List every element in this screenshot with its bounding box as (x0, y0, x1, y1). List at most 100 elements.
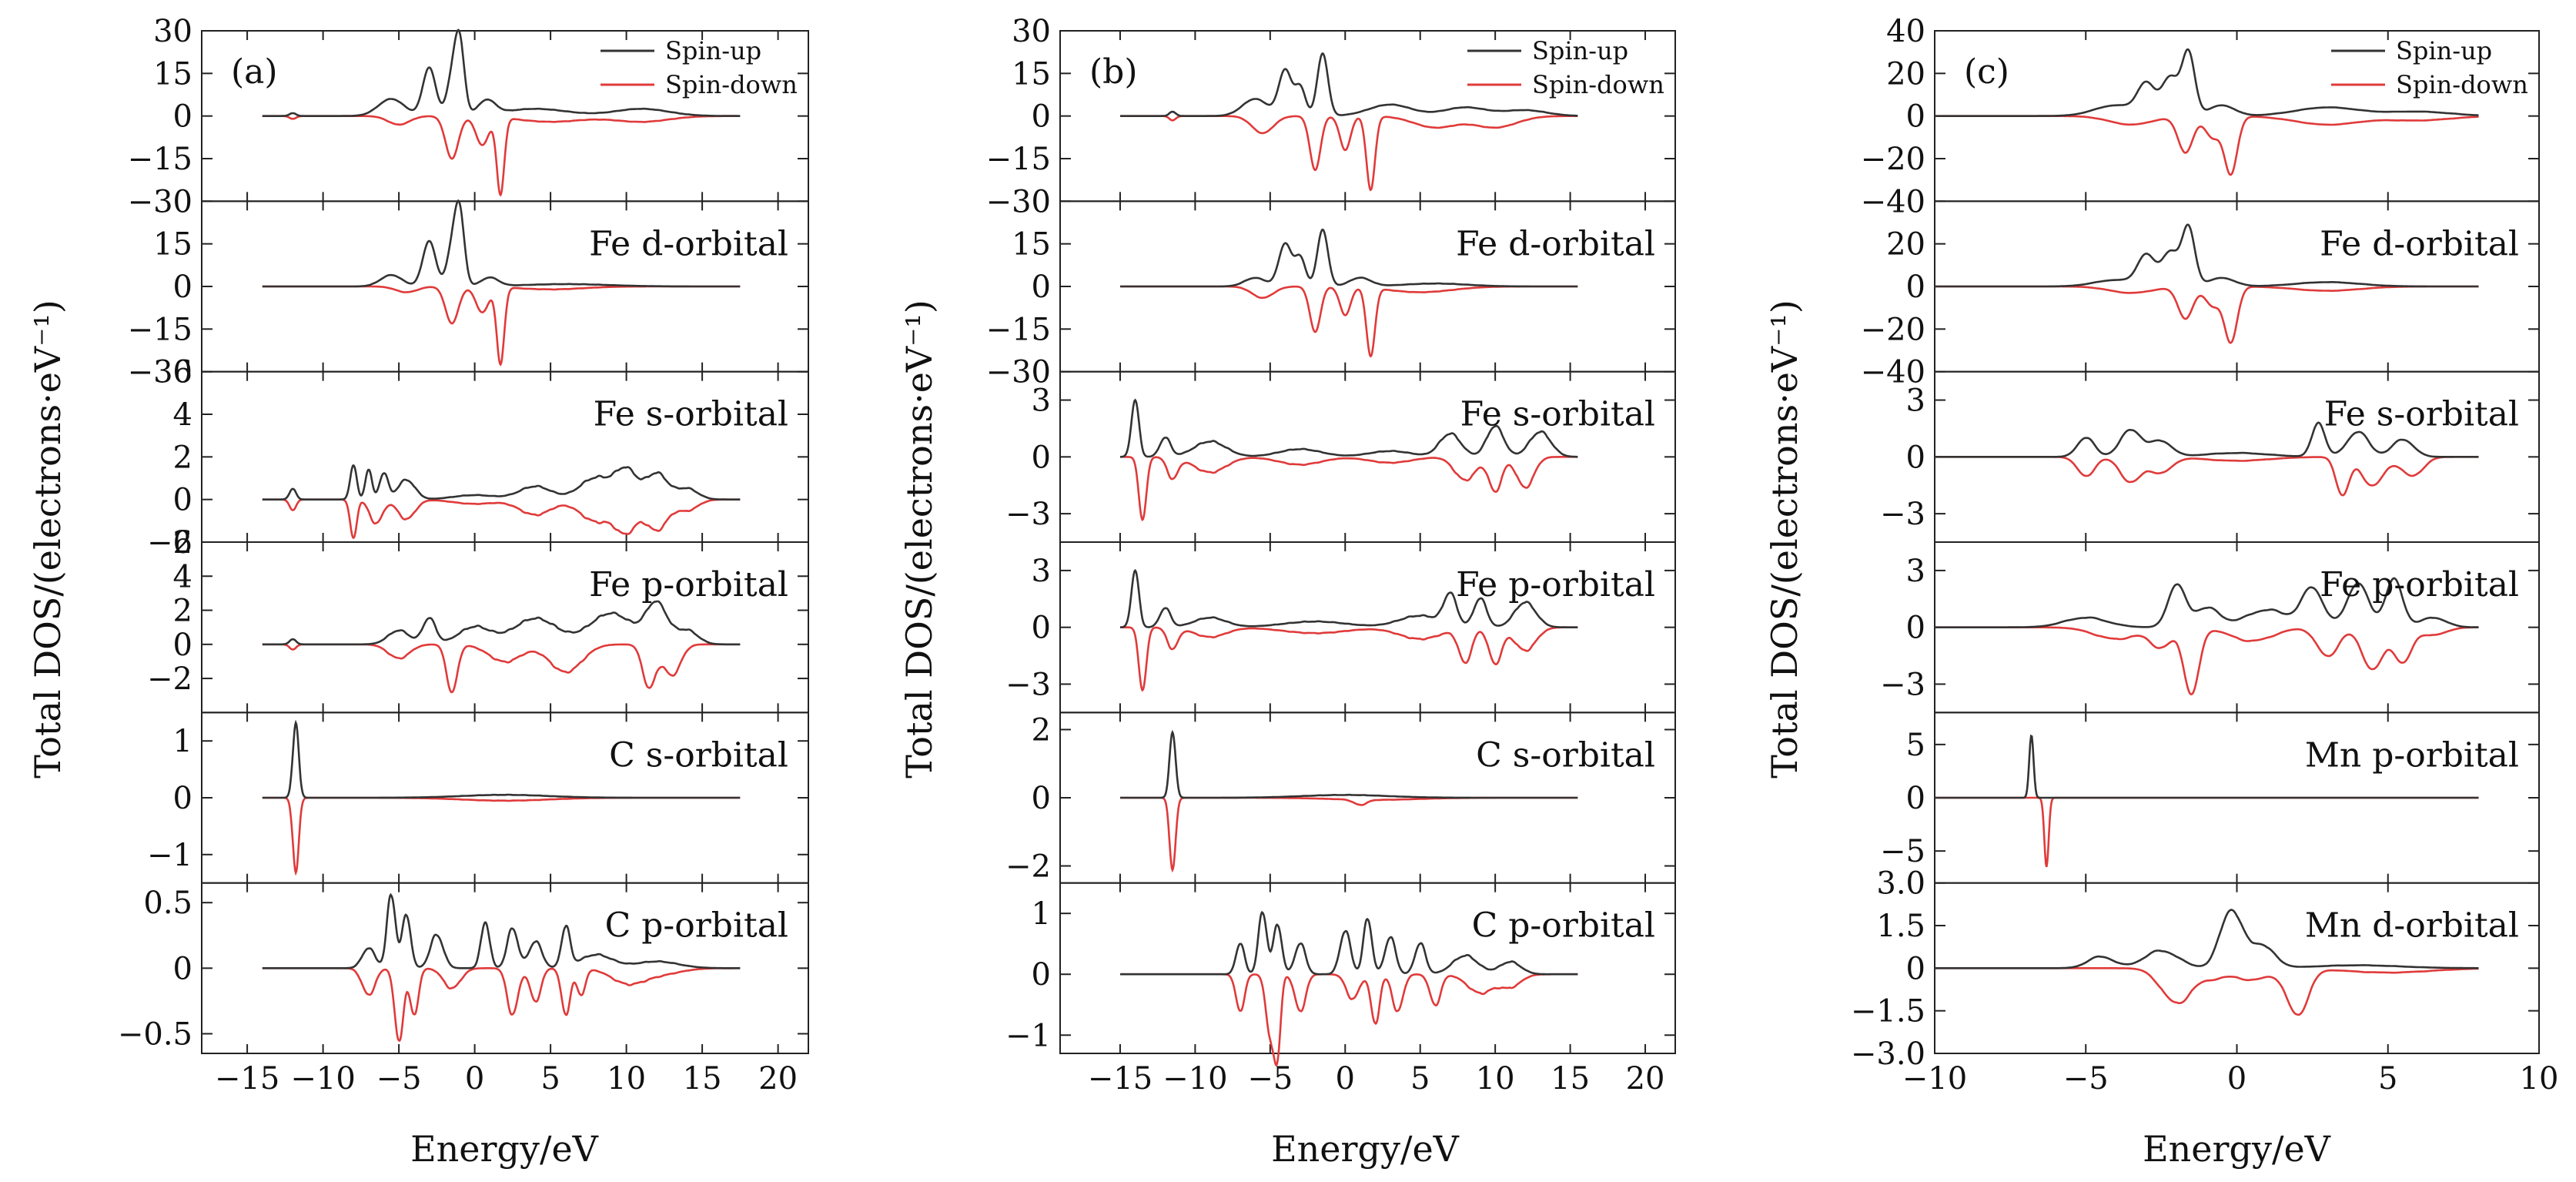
subplot-5: −2 0 2 C s-orbital (1005, 712, 1676, 885)
y-tick-label: 0 (1906, 99, 1925, 135)
legend-label-up: Spin-up (2396, 36, 2492, 65)
y-tick-label: 6 (173, 525, 192, 561)
panel-label: (a) (231, 52, 278, 92)
spin-down-line (1120, 285, 1578, 358)
x-tick-label: −5 (1247, 1061, 1293, 1097)
x-tick-label: 5 (2378, 1061, 2397, 1097)
y-tick-label: 0 (1906, 440, 1925, 475)
x-tick-label: 10 (2520, 1061, 2559, 1097)
y-axis-label-c: Total DOS/(electrons·eV⁻¹) (1764, 300, 1805, 779)
spin-up-line (262, 199, 741, 288)
y-tick-label: −3 (1005, 667, 1051, 702)
subplot-5: −1 0 1 C s-orbital (147, 712, 809, 884)
y-tick-label: 3 (1032, 554, 1051, 589)
orbital-title: C s-orbital (609, 735, 788, 775)
x-tick-label: 10 (607, 1061, 646, 1097)
y-tick-label: 0 (1906, 951, 1925, 986)
y-tick-label: 1.5 (1876, 909, 1925, 944)
y-tick-label: 4 (173, 559, 192, 594)
spin-down-line (1935, 456, 2479, 497)
subplot-3: −3 0 3 Fe s-orbital (1880, 370, 2540, 543)
spin-up-line (1935, 577, 2479, 628)
subplot-2: −30 −15 0 15 Fe d-orbital (128, 199, 809, 390)
y-tick-label: −2 (147, 661, 192, 697)
y-tick-label: −2 (1005, 849, 1051, 885)
spin-up-line (1935, 223, 2479, 288)
spin-down-line (1120, 115, 1578, 192)
y-tick-label: 3 (1906, 554, 1925, 589)
spin-down-line (1120, 626, 1578, 692)
y-tick-label: 3 (1906, 383, 1925, 419)
spin-up-line (1120, 228, 1578, 288)
orbital-title: Fe s-orbital (1460, 395, 1655, 434)
orbital-title: Fe d-orbital (589, 224, 788, 263)
legend-label-up: Spin-up (665, 36, 761, 65)
y-tick-label: −40 (1861, 184, 1925, 219)
spin-up-line (1120, 398, 1578, 458)
spin-down-line (1120, 796, 1578, 873)
orbital-title: Fe s-orbital (2324, 395, 2519, 434)
x-tick-label: 0 (1336, 1061, 1355, 1097)
spin-down-line (1935, 967, 2479, 1016)
subplot-frame (1059, 882, 1676, 1054)
spin-up-line (1120, 729, 1578, 799)
y-tick-label: 2 (173, 440, 192, 475)
x-tick-label: −15 (1088, 1061, 1153, 1097)
subplot-3: −2 0 2 4 6 Fe s-orbital (147, 355, 809, 561)
y-tick-label: −30 (986, 184, 1051, 219)
y-tick-label: 1 (1032, 896, 1051, 932)
y-tick-label: −3 (1880, 667, 1925, 702)
orbital-title: Mn p-orbital (2305, 735, 2519, 775)
y-tick-label: 0 (1906, 270, 1925, 305)
subplot-2: −40 −20 0 20 Fe d-orbital (1861, 200, 2540, 390)
spin-down-line (262, 967, 741, 1043)
y-tick-label: −15 (128, 312, 192, 347)
subplot-3: −3 0 3 Fe s-orbital (1005, 370, 1676, 543)
x-axis-label-a: Energy/eV (410, 1128, 599, 1170)
spin-up-line (262, 600, 741, 646)
x-tick-label: 5 (540, 1061, 560, 1097)
y-tick-label: 20 (1886, 56, 1925, 92)
subplot-6: −1 0 1 C p-orbital (1005, 882, 1676, 1067)
spin-up-line (262, 719, 741, 799)
subplot-1: −30 −15 0 15 30 (b) Spin-up Spin-down (986, 14, 1676, 219)
spin-up-line (1935, 48, 2479, 117)
orbital-title: Fe p-orbital (2320, 565, 2519, 604)
y-tick-label: −5 (1880, 834, 1925, 869)
y-tick-label: 5 (1906, 728, 1925, 763)
y-tick-label: −20 (1861, 312, 1925, 347)
y-tick-label: −15 (986, 312, 1051, 347)
spin-down-line (1120, 456, 1578, 521)
panel-c: −40 −20 0 20 40 (c) Spin-up Spin-down −40 −20 0 20 F… (1851, 14, 2559, 1097)
spin-up-line (1120, 568, 1578, 628)
subplot-6: −3.0 −1.5 0 1.5 3.0 Mn d-orbital (1851, 866, 2540, 1072)
legend-label-down: Spin-down (665, 70, 798, 99)
orbital-title: C s-orbital (1476, 735, 1655, 775)
x-tick-label: 10 (1476, 1061, 1515, 1097)
y-tick-label: −30 (128, 355, 192, 390)
x-tick-label: −5 (376, 1061, 422, 1097)
y-axis-label-b: Total DOS/(electrons·eV⁻¹) (898, 300, 940, 779)
y-tick-label: −1 (1005, 1018, 1051, 1053)
x-tick-label: −5 (2063, 1061, 2109, 1097)
y-tick-label: −3 (1005, 497, 1051, 532)
spin-down-line (262, 498, 741, 539)
y-tick-label: 2 (1032, 712, 1051, 748)
spin-up-line (1120, 910, 1578, 976)
x-tick-label: 15 (683, 1061, 722, 1097)
x-tick-label: 0 (2227, 1061, 2246, 1097)
y-tick-label: −3.0 (1851, 1036, 1925, 1072)
y-tick-label: 0 (173, 270, 192, 305)
y-tick-label: 40 (1886, 14, 1925, 49)
y-tick-label: 0 (1906, 611, 1925, 646)
x-tick-label: 20 (758, 1061, 798, 1097)
subplot-5: −5 0 5 Mn p-orbital (1880, 712, 2540, 884)
y-tick-label: 6 (173, 355, 192, 390)
orbital-title: Fe d-orbital (1456, 224, 1655, 263)
spin-down-line (1935, 115, 2479, 176)
x-tick-label: −10 (290, 1061, 355, 1097)
x-tick-label: −10 (1163, 1061, 1227, 1097)
y-tick-label: −1 (147, 838, 192, 873)
spin-down-line (1935, 626, 2479, 696)
